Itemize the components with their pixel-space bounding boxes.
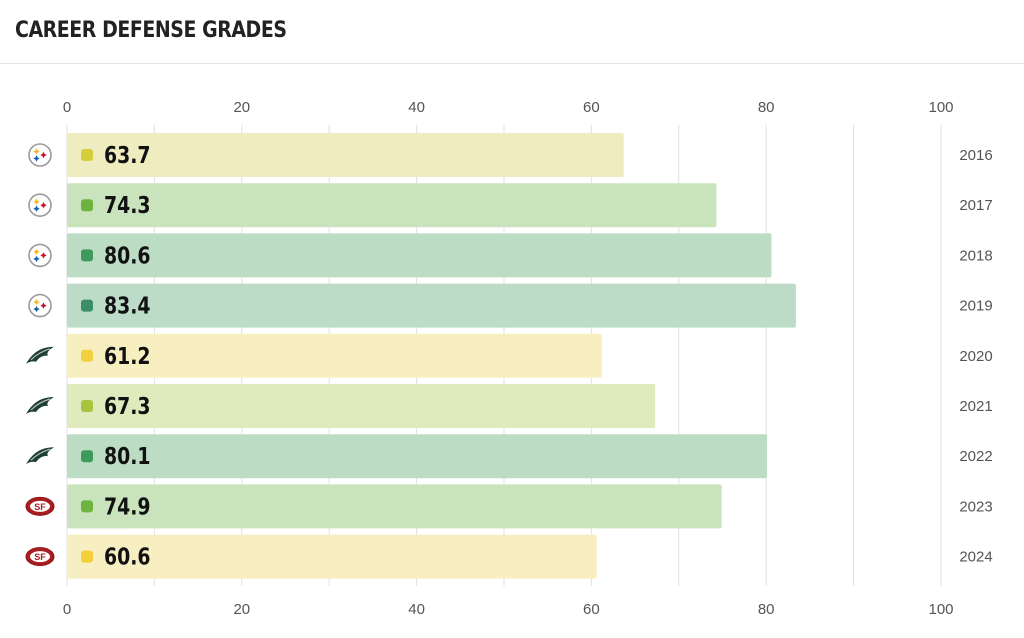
chart-title: CAREER DEFENSE GRADES [15,18,287,43]
year-label: 2023 [959,498,992,515]
grade-value-label: 74.9 [104,493,151,520]
49ers-logo-icon: SF [25,496,55,516]
year-label: 2017 [959,197,992,214]
grade-value-label: 80.1 [104,442,151,469]
x-tick-label-top: 80 [758,99,775,116]
year-label: 2021 [959,398,992,415]
year-label: 2020 [959,348,992,365]
x-tick-label-top: 40 [408,99,425,116]
grade-color-dot [81,199,93,212]
x-tick-label-bottom: 40 [408,601,425,618]
grade-bar [67,183,717,228]
grade-bar [67,484,722,529]
x-tick-label-top: 0 [63,99,71,116]
grade-color-dot [81,249,93,262]
year-label: 2024 [959,549,992,566]
steelers-logo-icon [28,193,52,217]
x-tick-label-top: 100 [928,99,953,116]
eagles-logo-icon [26,346,54,364]
grade-bar [67,434,768,479]
year-label: 2022 [959,448,992,465]
steelers-logo-icon [28,243,52,268]
eagles-logo-icon [26,447,54,465]
grade-color-dot [81,349,93,362]
grade-value-label: 67.3 [104,392,151,419]
grade-bar [67,283,796,328]
grade-bar [67,233,772,278]
x-tick-label-top: 60 [583,99,600,116]
x-tick-label-bottom: 80 [758,601,775,618]
grade-color-dot [81,550,93,563]
x-tick-label-bottom: 100 [928,601,953,618]
steelers-logo-icon [28,143,52,167]
steelers-logo-icon [28,293,52,318]
grade-bar [67,133,624,177]
x-tick-label-bottom: 20 [233,601,250,618]
grade-color-dot [81,500,93,513]
year-label: 2016 [959,147,992,164]
grade-bar [67,534,597,579]
header: CAREER DEFENSE GRADES [0,0,1024,64]
x-tick-label-bottom: 60 [583,601,600,618]
grade-bar [67,333,602,378]
grade-value-label: 60.6 [104,543,151,570]
x-tick-label-bottom: 0 [63,601,71,618]
grade-color-dot [81,450,93,463]
year-label: 2018 [959,247,992,264]
grade-bar [67,384,656,428]
grade-color-dot [81,149,93,161]
svg-text:SF: SF [34,502,46,512]
eagles-logo-icon [26,397,54,414]
x-tick-label-top: 20 [233,99,250,116]
grade-color-dot [81,299,93,312]
grade-value-label: 80.6 [104,242,151,269]
svg-text:SF: SF [34,552,46,562]
grade-value-label: 74.3 [104,191,151,218]
grade-value-label: 63.7 [104,141,151,168]
grade-value-label: 83.4 [104,292,151,319]
49ers-logo-icon: SF [25,547,55,567]
grade-value-label: 61.2 [104,342,151,369]
grade-color-dot [81,400,93,412]
year-label: 2019 [959,298,992,315]
